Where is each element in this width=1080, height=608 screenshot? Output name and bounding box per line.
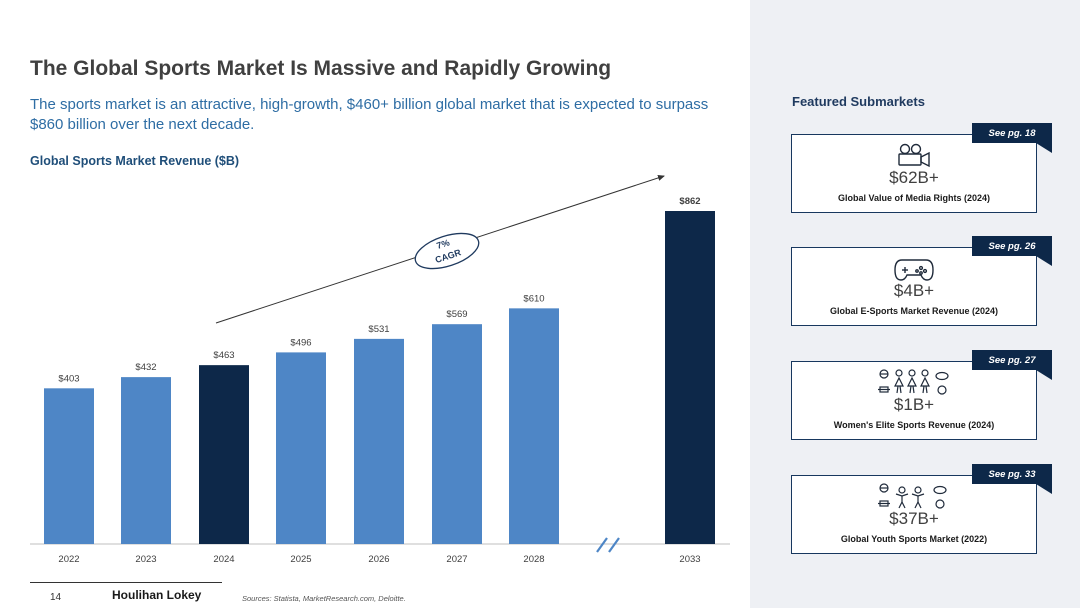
youth-sports-icon: [792, 483, 1036, 510]
submarket-description: Global E-Sports Market Revenue (2024): [829, 306, 999, 316]
data-label-2022: $403: [58, 373, 79, 384]
game-controller-icon: [792, 256, 1036, 282]
submarket-value: $4B+: [893, 281, 935, 300]
submarket-card-womens-sports: See pg. 27 $1B+ Women's Elite Sports Rev…: [791, 350, 1052, 440]
page-subtitle: The sports market is an attractive, high…: [30, 96, 709, 133]
data-label-2025: $496: [290, 337, 311, 348]
revenue-bar-chart: $403 2022 $432 2023 $463 2024 $496 2025 $531 2026…: [30, 175, 730, 565]
source-note: Sources: Statista, MarketResearch.com, D…: [242, 594, 406, 603]
submarket-description: Global Youth Sports Market (2022): [840, 534, 988, 544]
bar-2025: [276, 352, 326, 544]
page-title: The Global Sports Market Is Massive and …: [30, 57, 612, 80]
footer-divider: [30, 582, 222, 583]
submarket-description: Global Value of Media Rights (2024): [837, 193, 991, 203]
cagr-percent: 7%: [435, 237, 450, 251]
x-tick-2033: 2033: [679, 554, 700, 565]
x-tick-2023: 2023: [135, 554, 156, 565]
submarket-card-media-rights: See pg. 18 $62B+ Global Value of Media R…: [791, 123, 1052, 213]
x-tick-2024: 2024: [213, 554, 234, 565]
chart-title: Global Sports Market Revenue ($B): [30, 154, 240, 168]
see-page-tag[interactable]: See pg. 33: [972, 464, 1052, 494]
page-number: 14: [50, 592, 62, 603]
data-label-2024: $463: [213, 350, 234, 361]
x-tick-2022: 2022: [58, 554, 79, 565]
see-page-tag[interactable]: See pg. 26: [972, 236, 1052, 266]
cagr-badge: [414, 232, 480, 270]
data-label-2027: $569: [446, 309, 467, 320]
bar-2024: [199, 365, 249, 544]
x-tick-2026: 2026: [368, 554, 389, 565]
bar-2026: [354, 338, 404, 544]
x-tick-2028: 2028: [523, 554, 544, 565]
x-tick-2027: 2027: [446, 554, 467, 565]
submarket-card-esports: See pg. 26 $4B+ Global E-Sports Market R…: [791, 236, 1052, 326]
data-label-2028: $610: [523, 293, 544, 304]
bar-2027: [432, 324, 482, 544]
axis-break-mark: [596, 537, 608, 553]
submarket-card-youth-sports: See pg. 33 $37B+ Global Youth Sports Mar…: [791, 464, 1052, 554]
bar-2022: [44, 388, 94, 544]
x-tick-2025: 2025: [290, 554, 311, 565]
submarket-value: $62B+: [889, 168, 939, 187]
bar-2028: [509, 308, 559, 544]
submarket-description: Women's Elite Sports Revenue (2024): [833, 420, 995, 430]
data-label-2026: $531: [368, 324, 389, 335]
data-label-2023: $432: [135, 362, 156, 373]
featured-submarkets-title: Featured Submarkets: [792, 94, 925, 109]
womens-sports-icon: [792, 369, 1036, 396]
data-label-2033: $862: [679, 196, 700, 207]
video-camera-icon: [792, 143, 1036, 169]
brand-logo: Houlihan Lokey: [112, 588, 202, 602]
submarket-value: $1B+: [893, 395, 935, 414]
see-page-tag[interactable]: See pg. 27: [972, 350, 1052, 380]
submarket-value: $37B+: [889, 509, 939, 528]
see-page-tag[interactable]: See pg. 18: [972, 123, 1052, 153]
bar-2033: [665, 211, 715, 544]
axis-break-mark: [608, 537, 620, 553]
bar-2023: [121, 377, 171, 544]
